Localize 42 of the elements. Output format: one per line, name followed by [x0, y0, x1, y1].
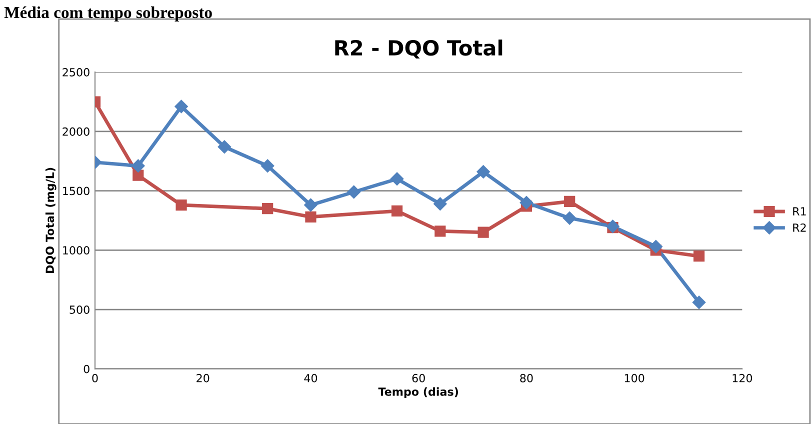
- legend-label: R1: [793, 207, 806, 216]
- point: [563, 212, 576, 225]
- point: [132, 159, 145, 172]
- text: Média com tempo sobreposto: [4, 6, 212, 22]
- x-tick-label: 20: [196, 374, 210, 382]
- point: [434, 226, 446, 237]
- x-tick-label: 120: [732, 374, 752, 382]
- point: [692, 296, 706, 309]
- chart-title: R2 - DQO Total: [335, 40, 502, 58]
- x-axis-title: Tempo (dias): [378, 387, 458, 398]
- point: [218, 140, 232, 154]
- point: [305, 211, 316, 222]
- x-tick-label: 0: [92, 374, 98, 382]
- x-tick-label: 80: [520, 374, 533, 382]
- point: [476, 165, 490, 178]
- point: [434, 197, 447, 210]
- x-tick-label: 40: [304, 374, 318, 382]
- point: [174, 100, 188, 114]
- y-tick-label: 500: [70, 305, 90, 314]
- x-tick-label: 60: [412, 374, 425, 382]
- y-tick-label: 1000: [63, 246, 90, 255]
- y-tick-label: 0: [84, 364, 90, 374]
- point: [132, 170, 144, 181]
- point: [304, 198, 318, 212]
- point: [391, 205, 403, 217]
- y-tick-label: 2000: [62, 127, 90, 136]
- y-tick-label: 2500: [62, 68, 90, 76]
- point: [606, 220, 620, 234]
- point: [693, 250, 705, 262]
- point: [520, 196, 534, 210]
- point: [262, 203, 274, 214]
- x-tick-label: 100: [624, 374, 644, 382]
- point: [347, 185, 360, 199]
- point: [564, 196, 576, 208]
- y-axis-title: DQO Total (mg/L): [45, 168, 56, 273]
- legend-label: R2: [793, 223, 806, 232]
- point: [260, 159, 274, 172]
- y-tick-label: 1500: [63, 186, 90, 196]
- point: [390, 172, 404, 186]
- point: [176, 199, 187, 211]
- point: [649, 240, 662, 254]
- point: [478, 226, 489, 238]
